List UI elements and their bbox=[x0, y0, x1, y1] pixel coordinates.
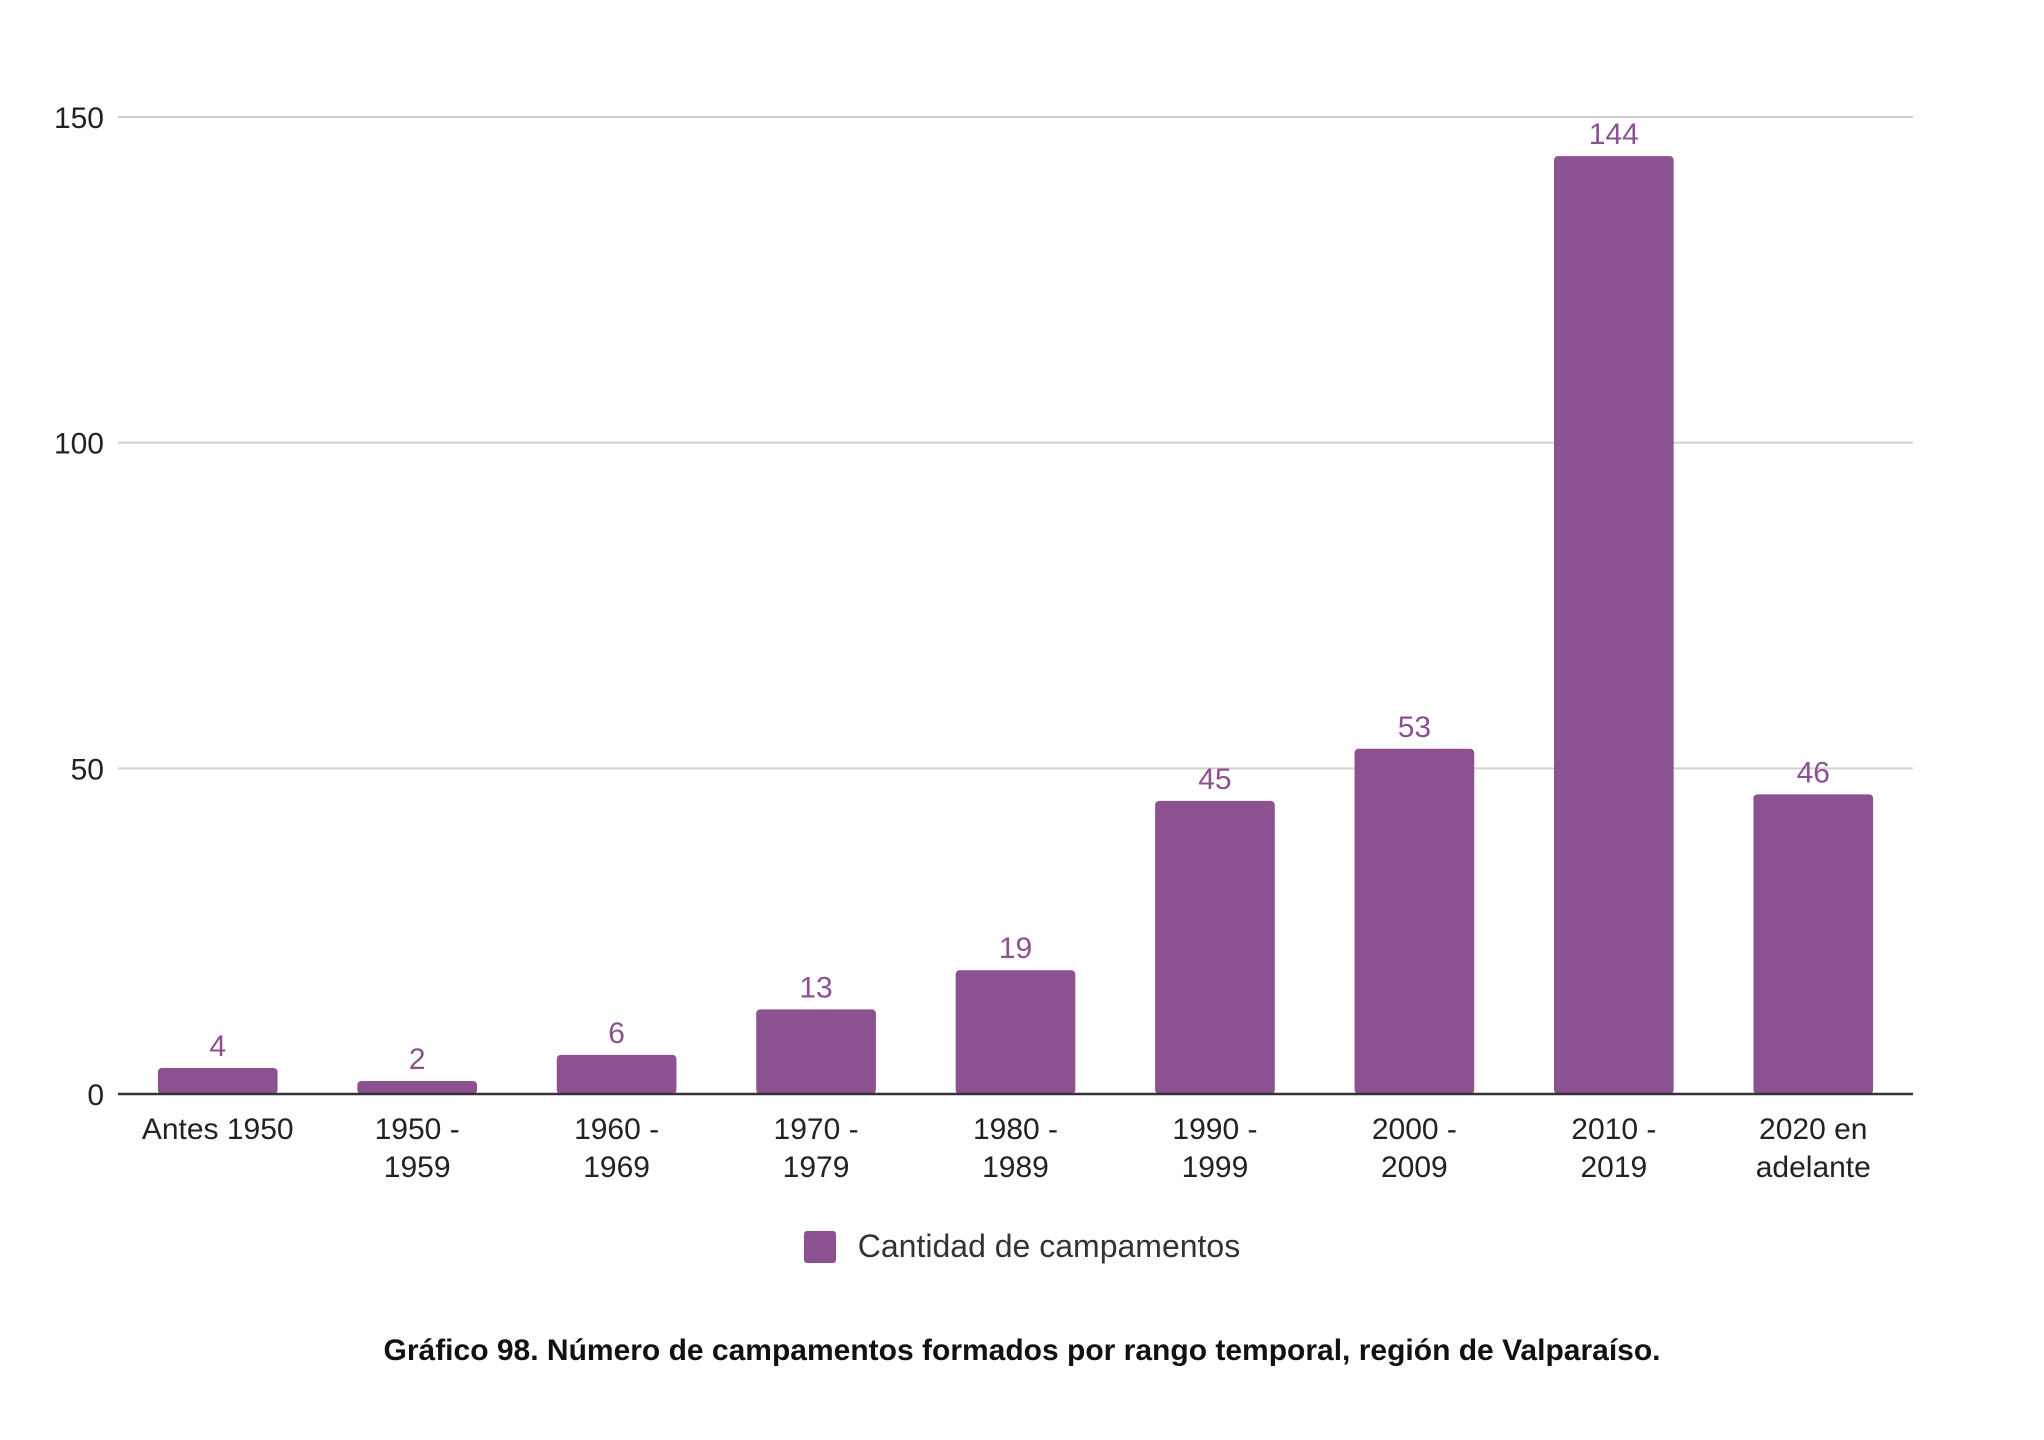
x-tick-label: Antes 1950 bbox=[142, 1113, 294, 1146]
bar bbox=[1753, 794, 1874, 1094]
y-tick-label: 50 bbox=[71, 753, 104, 786]
data-label: 2 bbox=[409, 1043, 426, 1076]
x-tick-label: 1980 - bbox=[973, 1113, 1058, 1146]
y-tick-label: 150 bbox=[54, 102, 104, 135]
y-tick-label: 100 bbox=[54, 428, 104, 461]
x-tick-label: 1999 bbox=[1182, 1151, 1249, 1184]
chart-title: Gráfico 98. Número de campamentos formad… bbox=[383, 1334, 1661, 1367]
x-tick-label: 1990 - bbox=[1172, 1113, 1257, 1146]
x-tick-label: 1950 - bbox=[375, 1113, 460, 1146]
data-label: 53 bbox=[1398, 711, 1431, 744]
x-tick-label: 2009 bbox=[1381, 1151, 1448, 1184]
data-label: 46 bbox=[1797, 756, 1830, 789]
legend-swatch bbox=[803, 1230, 836, 1263]
data-label: 144 bbox=[1589, 118, 1639, 151]
data-label: 19 bbox=[999, 932, 1032, 965]
x-tick-label: 1979 bbox=[783, 1151, 850, 1184]
bar-chart: 0 50 100 150 4 Antes 1950 2 1950 - 1959 6 1960 - 19… bbox=[54, 102, 1913, 1184]
x-tick-label: 2019 bbox=[1580, 1151, 1647, 1184]
x-tick-label: 2020 en bbox=[1759, 1113, 1867, 1146]
x-tick-label: 1970 - bbox=[774, 1113, 859, 1146]
legend: Cantidad de campamentos bbox=[0, 1228, 2044, 1265]
data-label: 45 bbox=[1198, 763, 1231, 796]
x-tick-label: 1989 bbox=[982, 1151, 1049, 1184]
bar bbox=[756, 1009, 876, 1094]
bar bbox=[1554, 156, 1674, 1094]
legend-label: Cantidad de campamentos bbox=[857, 1228, 1241, 1264]
x-tick-label: 1960 - bbox=[574, 1113, 659, 1146]
bar bbox=[357, 1080, 477, 1094]
bar bbox=[955, 970, 1076, 1094]
bar bbox=[157, 1067, 278, 1094]
data-label: 13 bbox=[799, 971, 832, 1004]
bar bbox=[1155, 800, 1275, 1094]
x-tick-label: 2010 - bbox=[1571, 1113, 1656, 1146]
bar bbox=[1354, 748, 1475, 1094]
y-tick-label: 0 bbox=[87, 1079, 104, 1112]
data-label: 4 bbox=[209, 1030, 226, 1063]
x-tick-label: 2000 - bbox=[1372, 1113, 1457, 1146]
x-tick-label: adelante bbox=[1756, 1151, 1871, 1184]
x-tick-label: 1959 bbox=[384, 1151, 451, 1184]
bar bbox=[556, 1054, 677, 1094]
x-tick-label: 1969 bbox=[583, 1151, 650, 1184]
data-label: 6 bbox=[608, 1017, 625, 1050]
